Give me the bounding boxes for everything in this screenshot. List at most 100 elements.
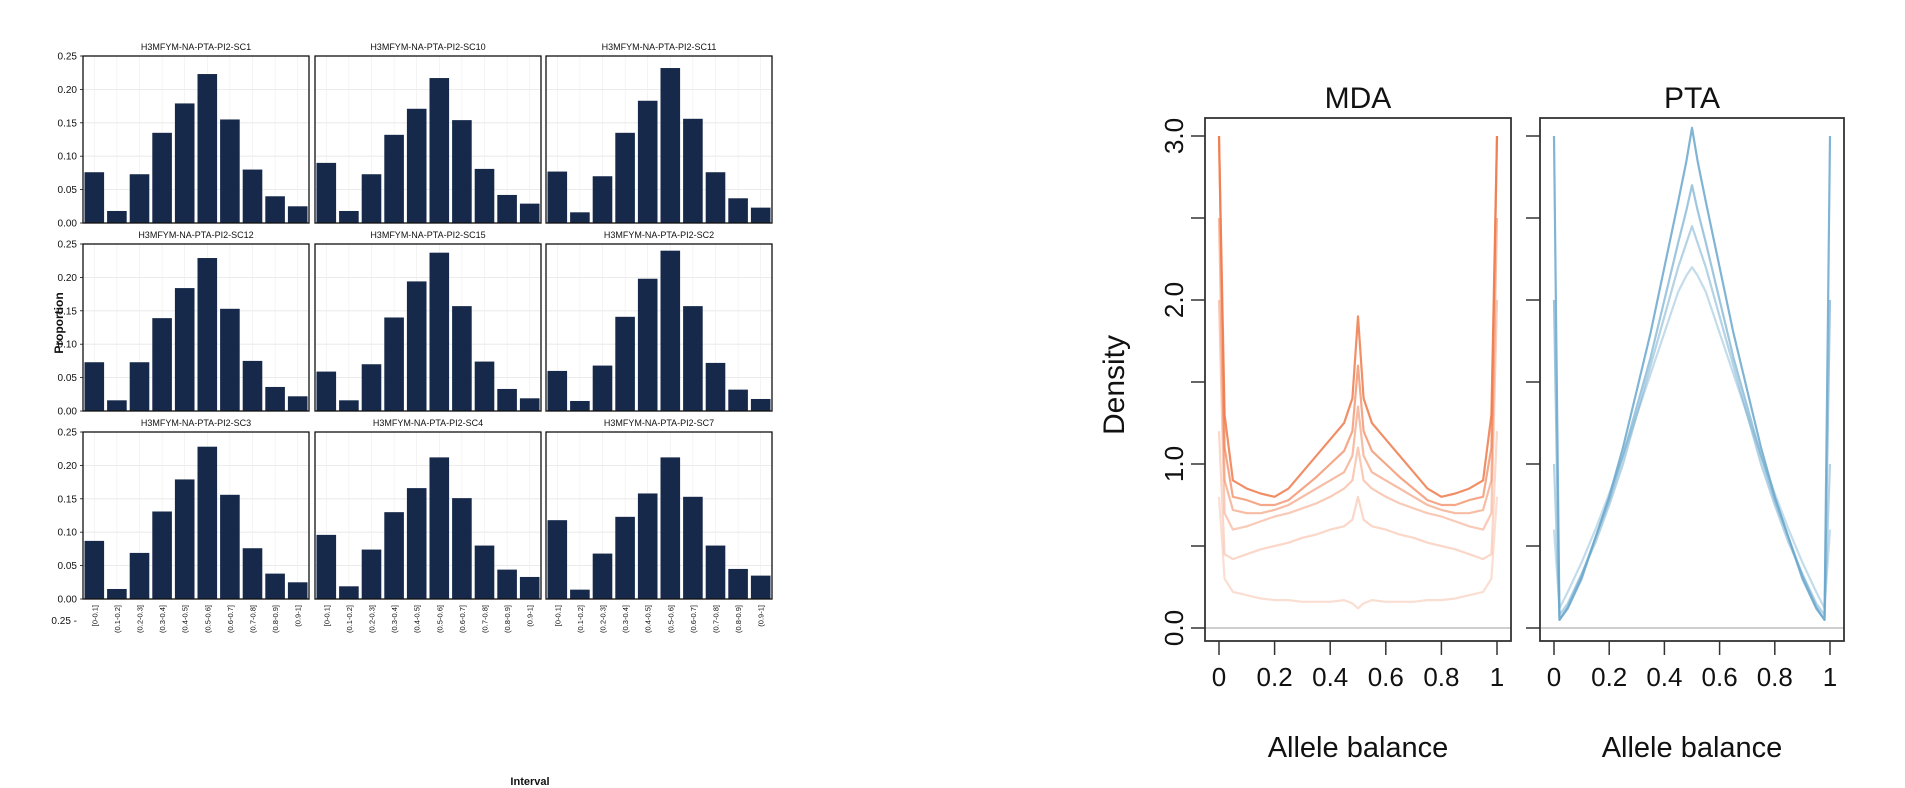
bar [406,108,427,223]
y-axis-title: Proportion [52,292,66,353]
x-axis-title: Interval [510,776,549,788]
bar [750,207,771,223]
bar [570,589,590,599]
bar [339,586,359,599]
bar [84,540,105,599]
bar [429,457,450,599]
bar [220,308,240,411]
x-tick-label: (0.3-0.4] [621,605,630,633]
bar [683,306,703,411]
facet-title: MDA [1325,82,1392,115]
bar [197,446,218,599]
bar [384,317,404,411]
x-tick-label: 0.2 [1257,662,1293,692]
panel-frame [1539,117,1845,642]
y-tick-label: 0.25 [58,240,78,251]
faceted-histogram-figure: H3MFYM-NA-PTA-PI2-SC1 0.00 0.05 0.10 0.15 0.2… [51,42,773,788]
x-tick-label: 0.4 [1312,662,1348,692]
bar [519,203,540,223]
bar [705,362,726,411]
bar [361,364,382,411]
bar [519,398,540,411]
x-tick-label: (0.6-0.7] [689,605,698,633]
bar [242,169,263,223]
bar [406,488,427,599]
y-tick-label: 0.15 [58,306,78,317]
density-line [1552,225,1832,617]
x-tick-label: (0.8-0.9] [503,605,512,633]
extra-y-tick-label: 0.25 - [51,616,77,627]
x-tick-label: 1 [1490,662,1504,692]
bar [220,119,240,223]
bar [637,278,658,411]
panel-frame [82,243,310,412]
bar [452,306,472,411]
bar [316,371,337,411]
bar [497,388,517,411]
x-tick-label: 0.6 [1702,662,1738,692]
bar [429,252,450,411]
x-tick-label: (0.5-0.6] [203,605,212,633]
x-tick-label: (0.8-0.9] [734,605,743,633]
bar [287,396,308,411]
x-tick-label: (0.6-0.7] [458,605,467,633]
y-tick-label: 0.10 [58,528,78,539]
bar [570,400,590,411]
density-line [1217,496,1499,610]
y-tick-label: 0.0 [1159,610,1189,646]
x-tick-label: (0.3-0.4] [158,605,167,633]
bar [519,576,540,599]
panel-frame [1204,117,1512,642]
x-tick-label: (0.2-0.3] [136,605,145,633]
bar [220,494,240,599]
x-tick-label: [0-0.1] [90,605,99,626]
bar [107,588,127,599]
bar [265,386,285,411]
y-tick-label: 1.0 [1159,446,1189,482]
bar [705,172,726,223]
bar [429,78,450,223]
bar [637,100,658,223]
density-line [1217,217,1499,515]
x-tick-label: (0.7-0.8] [249,605,258,633]
y-tick-label: 0.20 [58,461,78,472]
x-tick-label: (0.7-0.8] [481,605,490,633]
x-tick-label: (0.5-0.6] [435,605,444,633]
bar [705,545,726,599]
y-tick-label: 0.25 [58,52,78,63]
bar [84,362,105,411]
bar [265,573,285,599]
density-line [1217,299,1499,531]
x-tick-label: (0.9-1] [526,605,535,627]
bar [452,120,472,223]
bar [129,174,150,223]
x-tick-label: (0.3-0.4] [390,605,399,633]
y-tick-label: 0.00 [58,219,78,230]
bar [660,250,681,411]
bar [660,68,681,223]
bar [287,582,308,599]
bar [615,516,635,599]
bar [242,548,263,599]
bar [84,172,105,223]
density-line [1217,431,1499,561]
y-tick-label: 2.0 [1159,282,1189,318]
bar [547,171,568,223]
bar [474,168,495,223]
y-tick-label: 0.10 [58,152,78,163]
y-tick-label: 0.05 [58,185,78,196]
facet-title: H3MFYM-NA-PTA-PI2-SC10 [370,42,485,52]
bar [547,520,568,599]
panel-frame [545,243,773,412]
bar [174,103,195,223]
facet-title: H3MFYM-NA-PTA-PI2-SC1 [141,42,251,52]
bar [197,258,218,411]
panel-frame [82,55,310,224]
bar [474,545,495,599]
y-tick-label: 0.00 [58,407,78,418]
y-tick-label: 0.00 [58,595,78,606]
bar [660,457,681,599]
facet-title: H3MFYM-NA-PTA-PI2-SC4 [373,418,483,428]
facet-title: PTA [1664,82,1720,115]
y-tick-label: 0.20 [58,85,78,96]
